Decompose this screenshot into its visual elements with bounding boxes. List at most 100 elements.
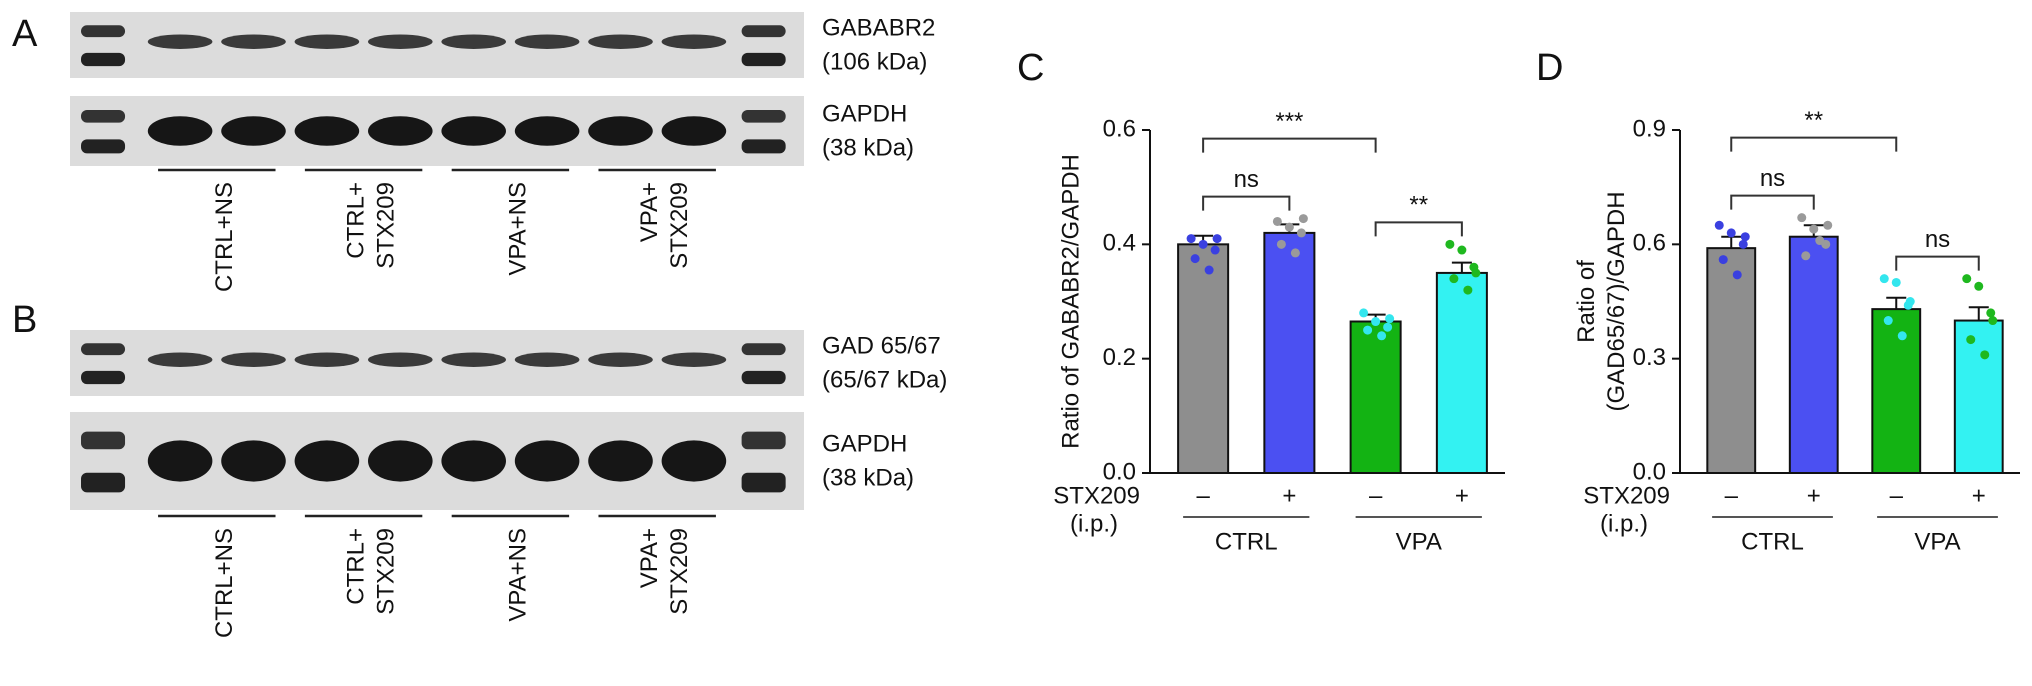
group-label: VPA+NS xyxy=(505,528,532,622)
significance-label: ** xyxy=(1804,107,1823,134)
significance-bracket xyxy=(1202,195,1291,211)
blot-protein-label: GAD 65/67 xyxy=(822,332,941,359)
data-point xyxy=(1457,245,1467,255)
significance-label: ns xyxy=(1234,166,1259,193)
y-axis-label-line: (GAD65/67)/GAPDH xyxy=(1603,191,1630,411)
group-label-line: CTRL+ xyxy=(343,182,370,259)
category-label: + xyxy=(1807,482,1821,509)
group-label-line: VPA+NS xyxy=(505,528,532,622)
protein-band xyxy=(368,440,433,482)
group-label-line: VPA+ xyxy=(637,528,664,588)
protein-band xyxy=(588,34,653,49)
marker-band xyxy=(741,52,786,67)
protein-band xyxy=(221,34,286,49)
marker-band xyxy=(741,431,786,450)
marker-band xyxy=(741,343,786,356)
data-point xyxy=(1190,254,1200,264)
group-label: VPA+ STX209 xyxy=(637,182,694,269)
group-label: CTRL+ STX209 xyxy=(343,528,400,615)
panel-label: B xyxy=(12,299,37,341)
protein-band xyxy=(368,34,433,49)
data-point xyxy=(1383,322,1393,332)
bar xyxy=(1263,231,1316,474)
treatment-label: STX209 xyxy=(1583,482,1670,509)
protein-band xyxy=(514,34,580,49)
blot-size-label: (38 kDa) xyxy=(822,464,914,491)
marker-band xyxy=(81,139,126,154)
data-point xyxy=(1980,350,1990,360)
protein-band xyxy=(441,116,506,146)
protein-band xyxy=(514,440,580,482)
data-point xyxy=(1905,297,1915,306)
category-label: – xyxy=(1890,482,1904,509)
y-tick-label: 0.6 xyxy=(1633,230,1666,257)
marker-band xyxy=(81,25,126,38)
category-label: – xyxy=(1369,482,1383,509)
data-point xyxy=(1198,239,1208,249)
group-label-line: VPA+ xyxy=(637,182,664,242)
protein-band xyxy=(368,116,433,146)
category-label: + xyxy=(1282,482,1296,509)
data-point xyxy=(1186,234,1196,244)
category-label: + xyxy=(1455,482,1469,509)
data-point xyxy=(1988,316,1998,326)
y-axis-label: Ratio of GABABR2/GAPDH xyxy=(1057,154,1084,449)
group-label: VPA xyxy=(1396,528,1442,555)
data-point xyxy=(1445,239,1455,249)
data-point xyxy=(1371,317,1381,327)
marker-band xyxy=(81,370,126,385)
data-point xyxy=(1897,331,1907,341)
protein-band xyxy=(147,352,213,367)
group-label-line: CTRL+NS xyxy=(211,528,238,638)
data-point xyxy=(1986,308,1996,318)
treatment-label: STX209 xyxy=(1053,482,1140,509)
protein-band xyxy=(514,352,580,367)
group-label: VPA xyxy=(1914,528,1960,555)
data-point xyxy=(1738,239,1748,249)
protein-band xyxy=(147,34,213,49)
bar xyxy=(1706,247,1757,474)
bar xyxy=(1953,319,2004,474)
protein-band xyxy=(661,440,727,482)
y-tick-label: 0.6 xyxy=(1103,115,1136,142)
significance-bracket xyxy=(1895,255,1980,271)
category-label: + xyxy=(1972,482,1986,509)
protein-band xyxy=(147,440,213,482)
data-point xyxy=(1471,268,1481,278)
protein-band xyxy=(588,352,653,367)
panel-label: A xyxy=(12,13,38,55)
marker-band xyxy=(81,52,126,67)
y-tick-label: 0.0 xyxy=(1633,458,1666,485)
group-label-line: VPA+NS xyxy=(505,182,532,276)
data-point xyxy=(1204,265,1214,275)
protein-band xyxy=(514,116,580,146)
marker-band xyxy=(741,110,786,123)
y-tick-label: 0.3 xyxy=(1633,344,1666,371)
data-point xyxy=(1385,314,1395,324)
protein-band xyxy=(661,34,727,49)
data-point xyxy=(1801,251,1811,261)
group-label-line: STX209 xyxy=(667,182,694,269)
marker-band xyxy=(741,25,786,38)
bar xyxy=(1788,235,1839,474)
data-point xyxy=(1284,222,1294,232)
panel-label: D xyxy=(1536,47,1563,89)
data-point xyxy=(1809,224,1819,234)
bar xyxy=(1349,320,1402,474)
marker-band xyxy=(81,431,126,450)
protein-band xyxy=(221,440,286,482)
group-label: CTRL+ STX209 xyxy=(343,182,400,269)
marker-band xyxy=(741,139,786,154)
data-point xyxy=(1726,228,1736,238)
data-point xyxy=(1966,335,1976,345)
group-label: CTRL+NS xyxy=(211,182,238,292)
marker-band xyxy=(81,343,126,356)
significance-bracket xyxy=(1730,194,1815,210)
data-point xyxy=(1276,239,1286,249)
protein-band xyxy=(294,34,360,49)
group-label-line: CTRL+ xyxy=(343,528,370,605)
group-label: VPA+ STX209 xyxy=(637,528,694,615)
blot-protein-label: GABABR2 xyxy=(822,14,935,41)
data-point xyxy=(1815,236,1825,246)
significance-bracket xyxy=(1374,221,1463,237)
